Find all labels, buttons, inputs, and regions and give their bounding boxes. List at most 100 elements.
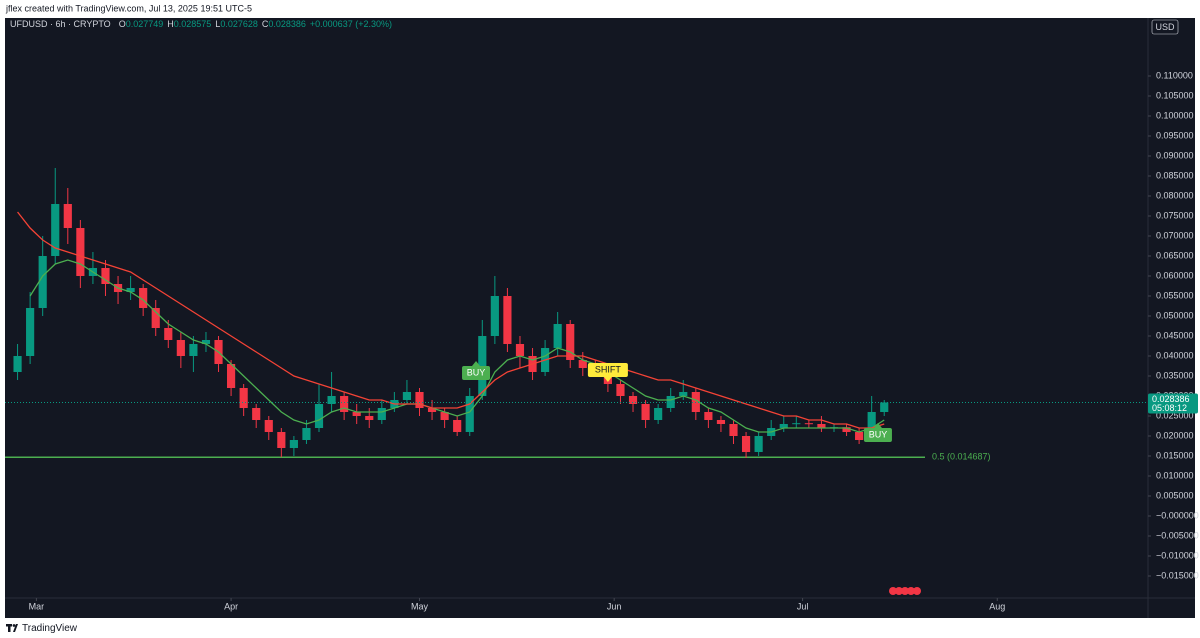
chart-background xyxy=(5,18,1195,618)
last-price-label: 0.028386 xyxy=(1152,394,1190,404)
candle-body xyxy=(792,423,801,425)
x-tick-label: Jul xyxy=(797,601,809,611)
ohlc-label: L xyxy=(215,19,220,29)
overlay-line xyxy=(17,211,885,429)
candle-body xyxy=(327,396,336,404)
y-tick-label: 0.045000 xyxy=(1156,330,1194,340)
y-tick-label: 0.080000 xyxy=(1156,190,1194,200)
y-tick-label: −0.015000 xyxy=(1156,570,1199,580)
currency: USD xyxy=(1155,22,1175,32)
event-icon[interactable] xyxy=(895,587,903,595)
events[interactable] xyxy=(889,587,921,595)
candle-body xyxy=(490,296,499,336)
y-tick-label: −0.000000 xyxy=(1156,510,1199,520)
annotation-pointer xyxy=(472,361,481,366)
annotation-box xyxy=(462,366,491,380)
ohlc-label: H xyxy=(167,19,174,29)
candle-body xyxy=(867,412,876,440)
annotation: SHIFT xyxy=(587,363,628,382)
candle-body xyxy=(666,396,675,408)
candle-body xyxy=(201,340,211,344)
candle-body xyxy=(679,392,688,396)
event-icon[interactable] xyxy=(889,587,897,595)
annotation-label: BUY xyxy=(869,429,888,439)
currency-box[interactable] xyxy=(1151,19,1179,35)
candle-body xyxy=(76,228,85,276)
y-tick-label: 0.090000 xyxy=(1156,150,1194,160)
y-tick-label: 0.005000 xyxy=(1156,490,1194,500)
candle-body xyxy=(616,384,625,396)
candle-body xyxy=(314,404,324,428)
y-tick-label: 0.040000 xyxy=(1156,350,1194,360)
candle-body xyxy=(164,328,173,340)
plot-area xyxy=(5,168,1148,459)
symbol: UFDUSD · 6h · CRYPTO xyxy=(10,19,111,29)
logo xyxy=(6,624,18,632)
y-tick-label: 0.050000 xyxy=(1156,310,1194,320)
candle-body xyxy=(289,440,298,448)
candle-body xyxy=(63,204,72,228)
candle-body xyxy=(302,428,311,440)
candle-body xyxy=(453,420,462,432)
candle-body xyxy=(264,420,273,432)
y-tick-label: 0.085000 xyxy=(1156,170,1194,180)
ohlc-value: 0.027749 xyxy=(126,19,164,29)
candle-body xyxy=(566,324,575,360)
change: +0.000637 (+2.30%) xyxy=(310,19,392,29)
ohlc-value: 0.028575 xyxy=(174,19,212,29)
annotation-box xyxy=(863,428,892,442)
candle-body xyxy=(239,388,248,408)
annotation-box xyxy=(587,363,628,377)
candle-body xyxy=(440,412,449,420)
ohlc-label: C xyxy=(262,19,269,29)
candle-body xyxy=(26,308,35,356)
ohlc-value: 0.027628 xyxy=(220,19,258,29)
annotation-pointer xyxy=(603,377,612,382)
x-tick-label: Jun xyxy=(607,601,622,611)
candle-body xyxy=(779,424,788,428)
y-tick-label: 0.110000 xyxy=(1156,70,1193,80)
y-tick-label: 0.035000 xyxy=(1156,370,1194,380)
candle-body xyxy=(842,427,851,432)
annotation: BUY xyxy=(462,361,491,380)
candle-body xyxy=(377,408,386,420)
candle-body xyxy=(804,423,813,425)
candle-body xyxy=(151,308,160,328)
candle-body xyxy=(340,396,349,412)
y-tick-label: 0.015000 xyxy=(1156,450,1194,460)
candle-body xyxy=(189,344,198,356)
candle-body xyxy=(716,420,726,424)
annotation: BUY xyxy=(863,423,892,442)
event-icon[interactable] xyxy=(907,587,915,595)
y-tick-label: 0.010000 xyxy=(1156,470,1194,480)
candle-body xyxy=(578,360,587,368)
attribution: jflex created with TradingView.com, Jul … xyxy=(5,3,252,13)
candle-body xyxy=(365,416,374,420)
y-tick-label: −0.005000 xyxy=(1156,530,1199,540)
event-icon[interactable] xyxy=(913,587,921,595)
candle-body xyxy=(252,408,261,420)
x-tick-label: Mar xyxy=(29,601,45,611)
ohlc-label: O xyxy=(119,19,126,29)
y-tick-label: 0.100000 xyxy=(1156,110,1194,120)
footer-brand: TradingView xyxy=(22,623,78,634)
candle-body xyxy=(515,344,525,356)
candle-body xyxy=(101,268,110,284)
ohlc-value: 0.028386 xyxy=(268,19,306,29)
overlay-line xyxy=(29,259,885,433)
last-price-box xyxy=(1148,393,1198,414)
countdown: 05:08:12 xyxy=(1152,403,1187,413)
y-tick-label: −0.010000 xyxy=(1156,550,1199,560)
level-label: 0.5 (0.014687) xyxy=(932,452,991,462)
y-tick-label: 0.025000 xyxy=(1156,410,1194,420)
annotation-label: BUY xyxy=(467,367,486,377)
annotation-label: SHIFT xyxy=(595,364,622,374)
y-tick-label: 0.075000 xyxy=(1156,210,1194,220)
candle-body xyxy=(427,408,437,412)
candle-body xyxy=(402,392,412,400)
y-tick-label: 0.060000 xyxy=(1156,270,1194,280)
candle-body xyxy=(817,424,826,428)
event-icon[interactable] xyxy=(901,587,909,595)
candle-body xyxy=(415,392,424,408)
y-tick-label: 0.105000 xyxy=(1156,90,1194,100)
